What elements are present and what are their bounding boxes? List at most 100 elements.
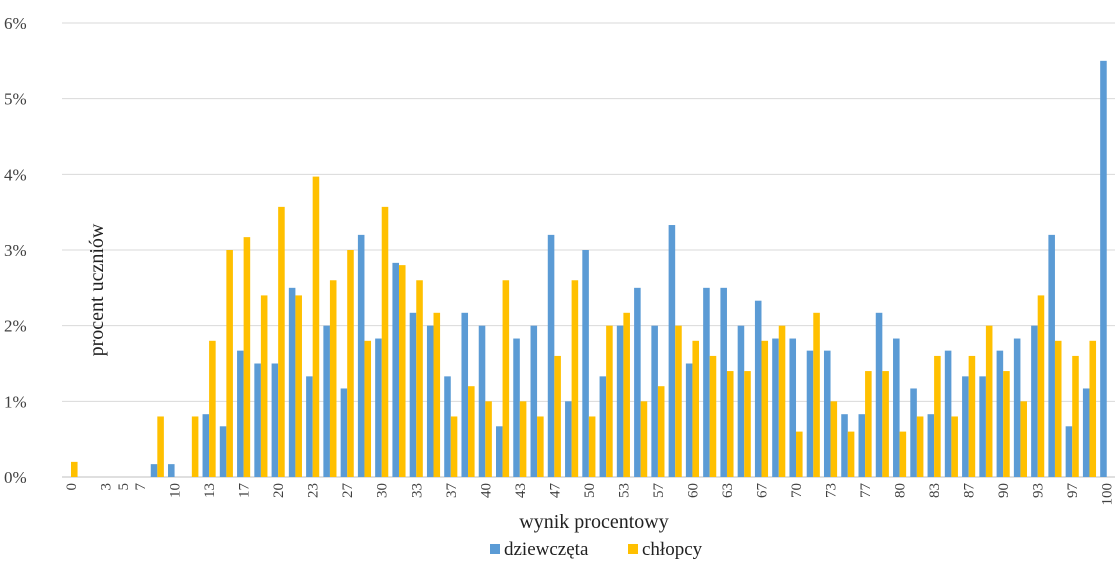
bar-chlopcy — [744, 371, 751, 477]
bar-chlopcy — [398, 265, 406, 477]
bar-dziewczeta — [789, 338, 797, 477]
bar-dziewczeta — [979, 376, 986, 477]
legend: dziewczęta chłopcy — [490, 539, 703, 560]
bar-chlopcy — [329, 280, 337, 477]
bar-chlopcy — [571, 280, 579, 477]
bar-chlopcy — [260, 295, 268, 477]
bar-chlopcy — [243, 237, 251, 477]
bar-dziewczeta — [1100, 60, 1107, 477]
bar-dziewczeta — [478, 325, 486, 477]
bar-chlopcy — [1072, 355, 1079, 477]
bar-dziewczeta — [530, 325, 538, 477]
bar-dziewczeta — [340, 388, 348, 477]
bar-dziewczeta — [996, 350, 1004, 477]
bar-dziewczeta — [875, 312, 883, 477]
bar-chlopcy — [830, 401, 838, 477]
x-tick-label: 0 — [64, 483, 80, 491]
bar-chlopcy — [209, 340, 216, 477]
bar-dziewczeta — [461, 312, 469, 477]
bar-chlopcy — [519, 401, 527, 477]
bar-chlopcy — [951, 416, 958, 477]
bar-chlopcy — [796, 431, 803, 477]
x-tick-label: 60 — [685, 483, 701, 498]
x-tick-label: 63 — [720, 483, 736, 498]
bar-dziewczeta — [806, 350, 814, 477]
bar-chlopcy — [1089, 340, 1097, 477]
bar-dziewczeta — [288, 287, 296, 477]
x-tick-label: 5 — [116, 483, 132, 491]
bar-chlopcy — [968, 355, 976, 477]
x-axis-title: wynik procentowy — [519, 511, 668, 533]
bar-chlopcy — [468, 386, 475, 477]
bar-chlopcy — [1054, 340, 1062, 477]
x-tick-label: 73 — [824, 483, 840, 498]
bar-chlopcy — [485, 401, 492, 477]
bar-chlopcy — [226, 250, 233, 477]
x-tick-label: 67 — [754, 483, 770, 499]
bar-chlopcy — [675, 325, 682, 477]
bar-chlopcy — [882, 371, 889, 477]
bar-chlopcy — [433, 312, 441, 477]
y-tick-label: 4% — [4, 165, 27, 184]
bar-dziewczeta — [496, 426, 503, 477]
bar-dziewczeta — [547, 234, 555, 477]
bar-dziewczeta — [754, 300, 762, 477]
bar-dziewczeta — [168, 464, 175, 477]
bar-dziewczeta — [841, 414, 848, 477]
bar-dziewczeta — [582, 250, 589, 477]
x-tick-label: 90 — [996, 483, 1012, 498]
bar-chlopcy — [934, 355, 941, 477]
bar-dziewczeta — [651, 325, 658, 477]
y-tick-label: 1% — [4, 392, 27, 411]
bar-dziewczeta — [720, 287, 727, 477]
x-tick-label: 77 — [858, 483, 874, 499]
x-tick-labels: 0 3 5 7 10 13 17 20 23 27 30 33 37 40 43 47 50 53 57 60 63 67… — [64, 483, 1115, 506]
bar-dziewczeta — [616, 325, 624, 477]
bar-chlopcy — [537, 416, 544, 477]
x-tick-label: 20 — [271, 483, 287, 498]
bar-chlopcy — [1003, 371, 1010, 477]
bar-chlopcy — [726, 371, 734, 477]
x-tick-label: 70 — [789, 483, 805, 498]
bar-dziewczeta — [565, 401, 572, 477]
x-tick-label: 100 — [1100, 483, 1115, 506]
bar-chlopcy — [191, 416, 199, 477]
bar-chlopcy — [364, 340, 372, 477]
bar-chlopcy — [502, 280, 510, 477]
y-tick-label: 6% — [4, 14, 27, 33]
bar-chlopcy — [778, 325, 786, 477]
bar-dziewczeta — [150, 464, 158, 477]
bar-chlopcy — [813, 312, 820, 477]
y-tick-labels: 0% 1% 2% 3% 4% 5% 6% — [4, 14, 27, 487]
bar-chlopcy — [157, 416, 164, 477]
bar-dziewczeta — [1082, 388, 1090, 477]
x-tick-label: 47 — [547, 483, 563, 499]
bar-dziewczeta — [323, 325, 330, 477]
bar-dziewczeta — [668, 225, 676, 477]
bar-dziewczeta — [444, 376, 451, 477]
bar-dziewczeta — [254, 363, 261, 477]
bar-dziewczeta — [634, 287, 641, 477]
bar-chlopcy — [640, 401, 648, 477]
bar-dziewczeta — [1031, 325, 1038, 477]
bar-chlopcy — [865, 371, 872, 477]
bar-dziewczeta — [375, 338, 382, 477]
x-tick-label: 40 — [478, 483, 494, 498]
bar-dziewczeta — [962, 376, 969, 477]
y-tick-label: 3% — [4, 241, 27, 260]
x-tick-label: 50 — [582, 483, 598, 498]
bar-chlopcy — [278, 206, 285, 477]
bar-chlopcy — [761, 340, 769, 477]
x-tick-label: 30 — [375, 483, 391, 498]
bar-chlopcy — [588, 416, 596, 477]
bar-dziewczeta — [357, 234, 365, 477]
x-tick-label: 80 — [893, 483, 909, 498]
bar-dziewczeta — [306, 376, 313, 477]
x-tick-label: 33 — [409, 483, 425, 498]
x-tick-label: 43 — [513, 483, 529, 498]
bar-dziewczeta — [202, 414, 210, 477]
x-tick-label: 53 — [616, 483, 632, 498]
bar-chlopcy — [450, 416, 458, 477]
x-tick-label: 93 — [1031, 483, 1047, 498]
bar-chlopcy — [312, 176, 320, 477]
